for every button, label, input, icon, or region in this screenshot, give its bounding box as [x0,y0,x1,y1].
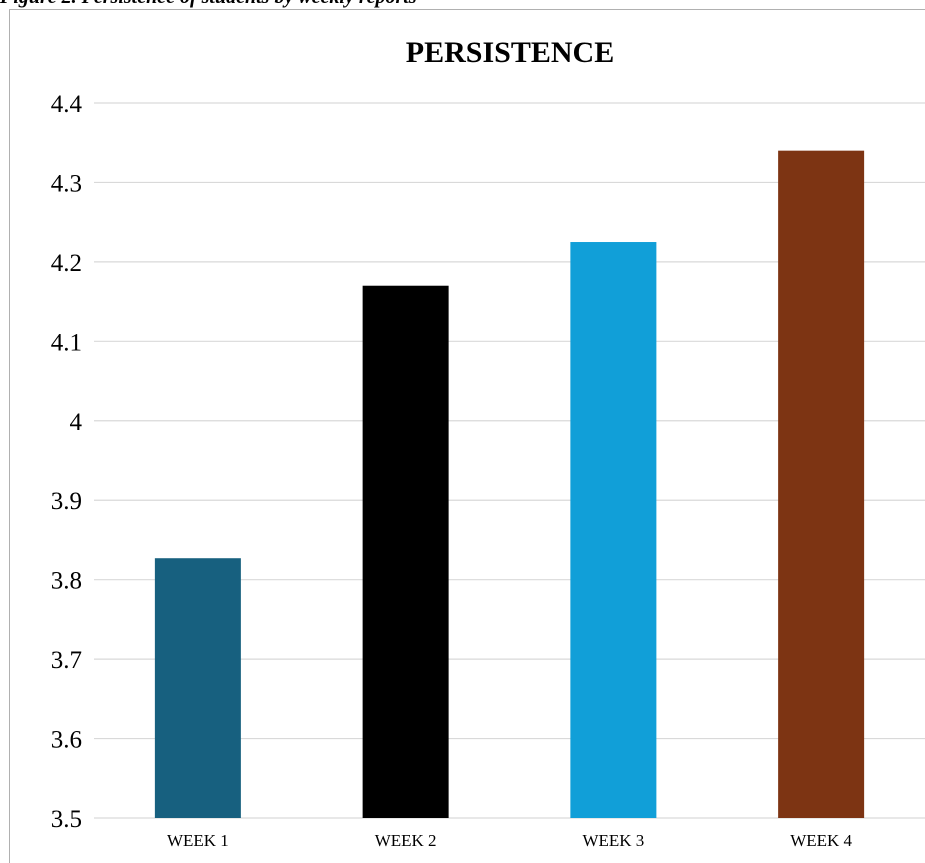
bar-week-4 [778,150,865,818]
y-tick-label: 3.5 [51,806,82,833]
x-axis-tick-labels: WEEK 1 WEEK 2 WEEK 3 WEEK 4 [167,831,853,850]
y-tick-label: 3.7 [51,647,82,674]
chart-frame [9,9,925,863]
x-tick-label: WEEK 1 [167,831,229,850]
y-tick-label: 3.8 [51,568,82,595]
x-tick-label: WEEK 2 [375,831,437,850]
bar-week-2 [362,285,449,818]
chart-title: PERSISTENCE [406,36,614,69]
figure-caption: Figure 2. Persistence of students by wee… [0,0,417,9]
y-axis-tick-labels: 3.5 3.6 3.7 3.8 3.9 4 4.1 4.2 4.3 4.4 [51,91,83,833]
x-tick-label: WEEK 4 [790,831,852,850]
y-tick-label: 3.6 [51,727,82,754]
x-tick-label: WEEK 3 [582,831,644,850]
y-tick-label: 4.1 [51,329,82,356]
y-tick-label: 4 [70,409,83,436]
y-tick-label: 4.4 [51,91,83,118]
bar-week-1 [154,558,241,818]
y-tick-label: 3.9 [51,488,82,515]
bar-week-3 [570,242,657,818]
y-tick-label: 4.3 [51,170,82,197]
y-tick-label: 4.2 [51,250,82,277]
bars [154,150,865,818]
figure-caption-strip: Figure 2. Persistence of students by wee… [0,0,925,12]
